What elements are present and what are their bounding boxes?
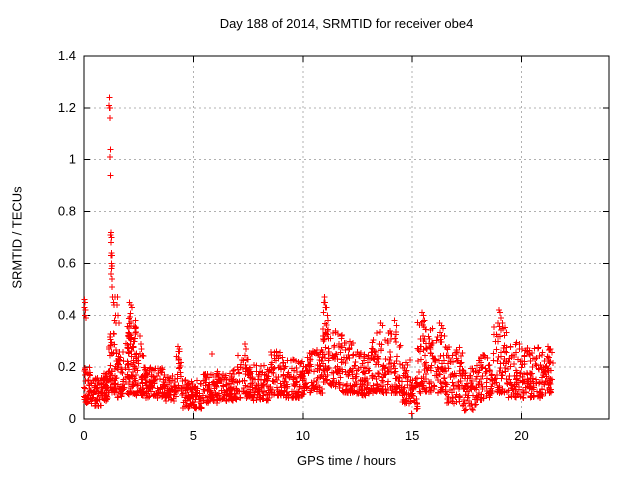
y-tick-label: 0.4 (58, 307, 76, 322)
x-tick-label: 10 (296, 428, 310, 443)
y-tick-label: 0.2 (58, 359, 76, 374)
y-tick-label: 1.2 (58, 100, 76, 115)
y-tick-label: 0.8 (58, 204, 76, 219)
y-tick-label: 1.4 (58, 48, 76, 63)
grid-lines (84, 56, 609, 419)
y-tick-label: 0.6 (58, 255, 76, 270)
x-tick-label: 15 (405, 428, 419, 443)
y-axis-label: SRMTID / TECUs (9, 186, 25, 289)
plot-border (83, 55, 610, 420)
scatter-points (81, 94, 557, 417)
chart-title: Day 188 of 2014, SRMTID for receiver obe… (219, 16, 474, 31)
y-tick-label: 0 (69, 411, 76, 426)
axis-tick-marks (83, 55, 609, 420)
y-tick-label: 1 (69, 152, 76, 167)
x-tick-label: 5 (190, 428, 197, 443)
x-tick-label: 0 (80, 428, 87, 443)
x-tick-label: 20 (514, 428, 528, 443)
x-axis-label: GPS time / hours (297, 453, 396, 468)
